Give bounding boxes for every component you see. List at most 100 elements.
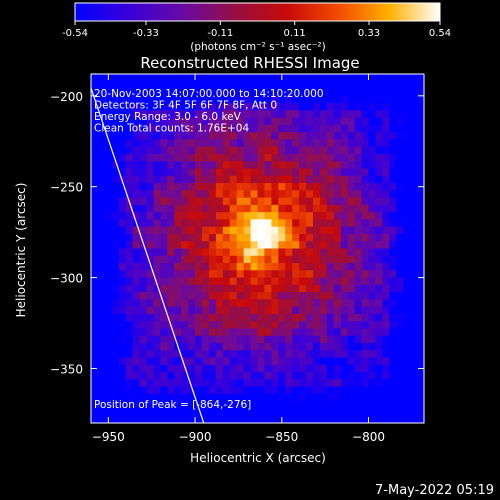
heatmap-cell	[215, 306, 224, 315]
annotation-line: Energy Range: 3.0 - 6.0 keV	[94, 111, 242, 123]
heatmap-cell	[118, 110, 127, 119]
heatmap-cell	[181, 335, 189, 344]
heatmap-cell	[319, 117, 328, 126]
heatmap-cell	[368, 81, 377, 90]
heatmap-cell	[306, 74, 314, 82]
heatmap-cell	[278, 306, 286, 315]
heatmap-cell	[326, 212, 335, 221]
heatmap-cell	[125, 146, 134, 155]
heatmap-cell	[91, 372, 99, 380]
heatmap-cell	[229, 190, 238, 199]
heatmap-cell	[285, 241, 293, 250]
heatmap-cell	[91, 343, 99, 351]
heatmap-cell	[271, 357, 279, 366]
heatmap-cell	[104, 299, 113, 308]
heatmap-cell	[160, 212, 168, 221]
heatmap-cell	[326, 117, 335, 126]
heatmap-cell	[139, 161, 148, 170]
heatmap-cell	[188, 88, 196, 97]
heatmap-cell	[354, 270, 363, 279]
heatmap-cell	[146, 81, 155, 90]
heatmap-cell	[236, 219, 245, 228]
heatmap-cell	[354, 74, 363, 82]
heatmap-cell	[215, 95, 224, 104]
heatmap-cell	[188, 132, 196, 141]
heatmap-cell	[111, 284, 120, 293]
heatmap-cell	[215, 343, 224, 351]
heatmap-cell	[264, 263, 272, 271]
heatmap-cell	[174, 306, 182, 315]
heatmap-cell	[403, 233, 411, 242]
heatmap-cell	[222, 219, 231, 228]
heatmap-cell	[243, 74, 252, 82]
heatmap-cell	[167, 117, 175, 126]
heatmap-cell	[118, 321, 127, 330]
heatmap-cell	[188, 350, 196, 359]
heatmap-cell	[181, 241, 189, 250]
heatmap-cell	[292, 415, 300, 423]
heatmap-cell	[97, 161, 106, 170]
heatmap-cell	[264, 175, 272, 184]
heatmap-cell	[97, 212, 106, 221]
heatmap-cell	[181, 81, 189, 90]
heatmap-cell	[208, 212, 217, 221]
heatmap-cell	[118, 277, 127, 286]
heatmap-cell	[104, 277, 113, 286]
heatmap-cell	[333, 393, 342, 402]
heatmap-cell	[313, 132, 321, 141]
heatmap-cell	[229, 263, 238, 271]
heatmap-cell	[111, 364, 120, 373]
heatmap-cell	[278, 117, 286, 126]
heatmap-cell	[375, 139, 383, 148]
heatmap-cell	[118, 299, 127, 308]
heatmap-cell	[181, 197, 189, 206]
heatmap-cell	[306, 393, 314, 402]
heatmap-cell	[319, 386, 328, 395]
heatmap-cell	[292, 357, 300, 366]
heatmap-cell	[340, 190, 349, 199]
heatmap-cell	[202, 88, 210, 97]
heatmap-cell	[153, 255, 161, 264]
heatmap-cell	[139, 132, 148, 141]
heatmap-cell	[118, 219, 127, 228]
colorbar-tick-label: -0.54	[62, 28, 88, 39]
heatmap-cell	[208, 146, 217, 155]
heatmap-cell	[382, 132, 390, 141]
heatmap-cell	[326, 146, 335, 155]
heatmap-cell	[174, 284, 182, 293]
heatmap-cell	[167, 270, 175, 279]
heatmap-cell	[146, 183, 155, 191]
heatmap-cell	[167, 204, 175, 213]
peak-label: Position of Peak = [-864,-276]	[94, 399, 251, 411]
heatmap-cell	[389, 277, 397, 286]
heatmap-cell	[417, 146, 424, 155]
heatmap-cell	[410, 226, 418, 235]
heatmap-cell	[361, 299, 370, 308]
heatmap-cell	[160, 146, 168, 155]
heatmap-cell	[326, 233, 335, 242]
heatmap-cell	[104, 190, 113, 199]
heatmap-cell	[285, 321, 293, 330]
heatmap-cell	[91, 81, 99, 90]
heatmap-cell	[278, 255, 286, 264]
heatmap-cell	[202, 357, 210, 366]
heatmap-cell	[292, 292, 300, 300]
heatmap-cell	[139, 190, 148, 199]
heatmap-cell	[306, 95, 314, 104]
heatmap-cell	[285, 379, 293, 388]
heatmap-cell	[188, 153, 196, 162]
heatmap-cell	[313, 168, 321, 177]
heatmap-cell	[313, 328, 321, 337]
heatmap-cell	[222, 168, 231, 177]
heatmap-cell	[354, 124, 363, 133]
heatmap-cell	[118, 103, 127, 111]
heatmap-cell	[417, 81, 424, 90]
heatmap-cell	[271, 219, 279, 228]
heatmap-cell	[319, 233, 328, 242]
heatmap-cell	[410, 248, 418, 257]
heatmap-cell	[236, 95, 245, 104]
heatmap-cell	[257, 248, 266, 257]
heatmap-cell	[264, 110, 272, 119]
heatmap-cell	[410, 190, 418, 199]
heatmap-cell	[319, 306, 328, 315]
